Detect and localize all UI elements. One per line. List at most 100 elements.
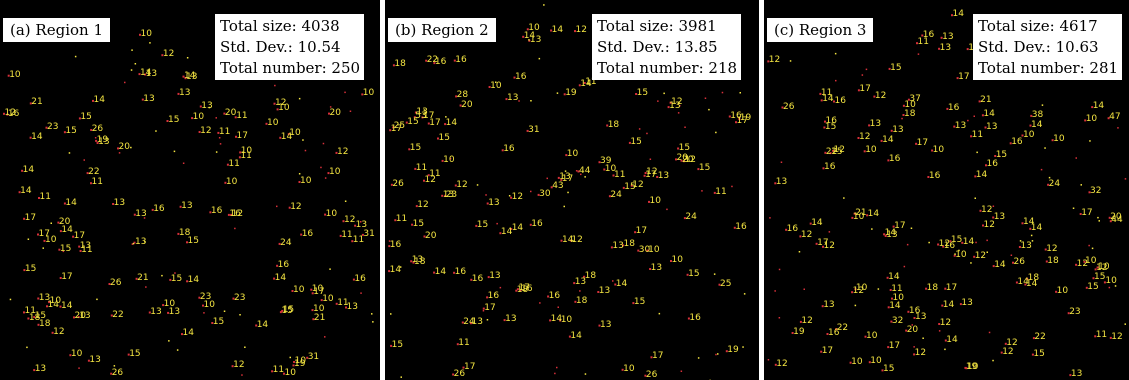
particle-size-label: 15 (890, 62, 902, 73)
particle-size-label: 20 (676, 153, 688, 164)
particle-dot (135, 277, 138, 280)
particle-size-label: 18 (607, 119, 620, 130)
particle-size-label: 13 (657, 171, 670, 181)
particle-dot (413, 116, 416, 119)
particle-size-label: 23 (1069, 307, 1081, 318)
particle-speck (721, 91, 724, 94)
particle-speck (182, 162, 185, 164)
particle-size-label: 15 (950, 235, 963, 246)
particle-size-label: 17 (313, 287, 325, 298)
particle-dot (162, 304, 165, 307)
particle-dot (992, 265, 995, 268)
particle-dot (863, 150, 866, 153)
particle-dot (965, 367, 968, 370)
particle-dot (389, 129, 392, 132)
particle-size-label: 19 (727, 345, 739, 356)
particle-speck (901, 117, 903, 120)
particle-size-label: 15 (187, 236, 199, 247)
particle-size-label: 16 (521, 284, 533, 295)
particle-dot (23, 269, 26, 272)
particle-speck (1010, 254, 1013, 256)
particle-speck (554, 372, 556, 375)
particle-size-label: 10 (284, 367, 296, 378)
particle-size-label: 10 (300, 176, 312, 186)
particle-size-label: 11 (1095, 330, 1108, 341)
particle-size-label: 10 (49, 296, 62, 307)
particle-dot (7, 74, 10, 77)
particle-size-label: 16 (922, 29, 935, 40)
particle-dot (1031, 353, 1034, 356)
particle-dot (141, 98, 144, 101)
particle-dot (110, 372, 113, 375)
particle-dot (949, 240, 952, 243)
particle-dot (964, 366, 967, 369)
particle-dot (108, 283, 111, 285)
particle-dot (1088, 191, 1091, 194)
particle-size-label: 14 (888, 271, 900, 282)
particle-dot (833, 100, 835, 103)
particle-size-label: 12 (53, 326, 65, 337)
particle-speck (530, 190, 532, 193)
particle-dot (683, 160, 685, 163)
particle-dot (973, 255, 976, 258)
particle-speck (244, 346, 246, 348)
particle-dot (940, 36, 943, 39)
particle-speck (976, 151, 978, 154)
particle-dot (96, 142, 99, 144)
particle-dot (649, 268, 652, 270)
particle-dot (1107, 117, 1110, 120)
particle-speck (174, 272, 176, 274)
particle-size-label: 12 (344, 215, 356, 226)
particle-size-label: 10 (1053, 134, 1065, 145)
particle-size-label: 10 (566, 149, 579, 160)
particle-speck (546, 177, 548, 180)
particle-speck (998, 155, 1001, 158)
particle-size-label: 18 (178, 227, 191, 238)
particle-dot (549, 319, 552, 322)
particle-size-label: 15 (1094, 272, 1106, 283)
particle-size-label: 10 (855, 283, 868, 294)
particle-size-label: 14 (884, 228, 897, 239)
particle-size-label: 10 (966, 362, 979, 373)
particle-speck (360, 292, 362, 294)
particle-dot (1045, 260, 1048, 263)
particle-size-label: 16 (824, 162, 836, 173)
particle-size-label: 13 (416, 106, 428, 117)
particle-dot (1094, 268, 1097, 271)
particle-dot (411, 223, 414, 226)
particle-dot (345, 306, 347, 309)
particle-dot (202, 304, 204, 307)
particle-dot (569, 239, 572, 242)
particle-dot (767, 60, 770, 63)
particle-size-label: 11 (585, 77, 597, 87)
particle-dot (184, 77, 187, 80)
particle-speck (992, 359, 994, 362)
particle-size-label: 14 (889, 301, 901, 312)
particle-dot (133, 213, 136, 216)
particle-size-label: 15 (407, 116, 419, 127)
particle-dot (388, 245, 391, 248)
particle-size-label: 14 (615, 278, 628, 289)
particle-size-label: 10 (293, 285, 305, 295)
particle-speck (1030, 234, 1033, 237)
particle-size-label: 25 (720, 278, 732, 289)
particle-dot (392, 64, 395, 67)
particle-size-label: 16 (389, 240, 402, 251)
particle-size-label: 16 (503, 144, 515, 155)
particle-dot (73, 316, 75, 319)
particle-dot (686, 273, 689, 276)
particle-size-label: 26 (453, 368, 466, 379)
particle-speck (556, 366, 558, 369)
particle-size-label: 14 (822, 94, 834, 105)
particle-dot (459, 104, 462, 107)
particle-size-label: 10 (278, 103, 290, 114)
particle-dot (1109, 220, 1112, 223)
particle-dot (851, 291, 854, 294)
particle-dot (981, 114, 984, 117)
particle-dot (513, 76, 516, 79)
particle-size-label: 23 (234, 292, 246, 303)
particle-speck (938, 330, 941, 332)
particle-dot (177, 92, 180, 95)
particle-size-label: 15 (65, 126, 77, 137)
particle-dot (735, 121, 737, 124)
